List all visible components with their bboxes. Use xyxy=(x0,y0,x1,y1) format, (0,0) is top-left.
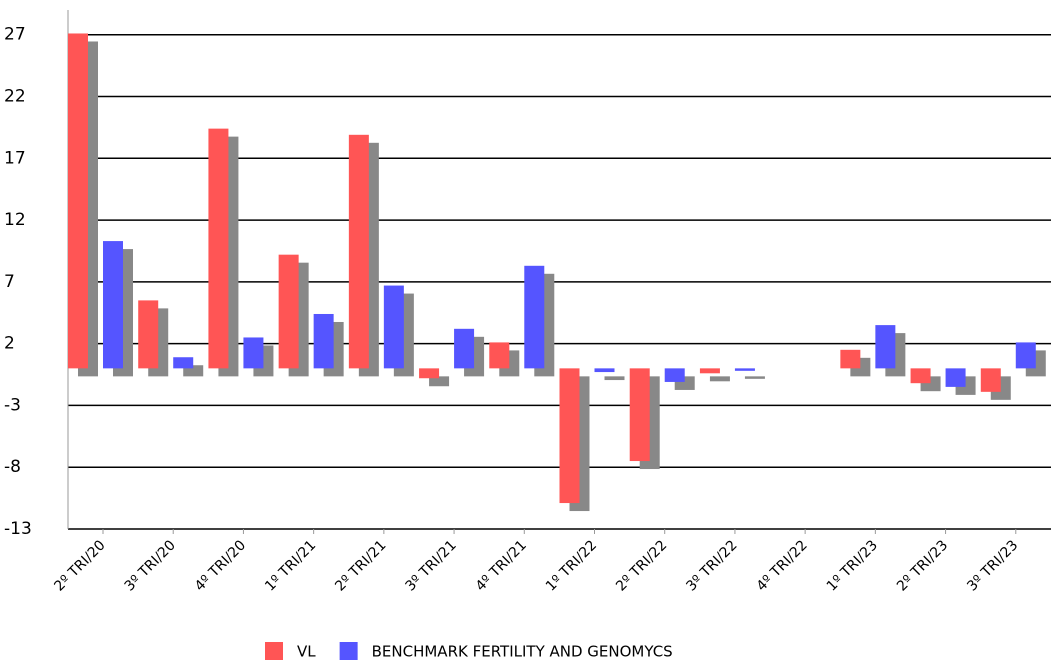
legend-swatch xyxy=(339,642,358,660)
bar-shadow xyxy=(183,365,204,377)
bar xyxy=(559,368,580,504)
bar xyxy=(278,254,299,369)
y-tick-label: 2 xyxy=(4,334,15,354)
x-tick-label: 4º TRI/20 xyxy=(192,537,249,594)
bar xyxy=(664,368,685,382)
x-tick-label: 3º TRI/23 xyxy=(964,537,1021,594)
y-tick-label: 22 xyxy=(4,87,26,107)
bar xyxy=(629,368,650,462)
legend-swatch xyxy=(265,642,283,660)
x-tick-label: 2º TRI/23 xyxy=(894,537,951,594)
bar xyxy=(524,265,545,369)
x-tick-label: 1º TRI/23 xyxy=(824,537,881,594)
y-tick-label: 7 xyxy=(4,272,15,292)
bar-shadow xyxy=(604,376,625,381)
bar xyxy=(594,368,615,373)
bar xyxy=(699,368,720,374)
bar xyxy=(980,368,1001,392)
bar xyxy=(840,349,861,369)
y-tick-label: -8 xyxy=(4,457,21,477)
y-tick-label: 12 xyxy=(4,210,26,230)
bar xyxy=(875,325,896,369)
bar xyxy=(734,368,755,371)
bar xyxy=(419,368,440,379)
x-tick-label: 2º TRI/20 xyxy=(51,537,108,594)
y-tick-label: -3 xyxy=(4,395,21,415)
bar xyxy=(243,337,264,369)
x-tick-label: 3º TRI/20 xyxy=(122,537,179,594)
bar xyxy=(348,134,369,369)
bar xyxy=(1015,342,1036,369)
x-tick-label: 2º TRI/21 xyxy=(332,537,389,594)
bar xyxy=(945,368,966,387)
x-tick-label: 1º TRI/22 xyxy=(543,537,600,594)
legend-label: BENCHMARK FERTILITY AND GENOMYCS xyxy=(372,643,673,661)
x-tick-label: 3º TRI/21 xyxy=(403,537,460,594)
bar xyxy=(103,241,123,369)
bar-shadow xyxy=(744,376,765,379)
y-tick-label: 17 xyxy=(4,148,26,168)
bar xyxy=(208,128,229,369)
x-tick-label: 4º TRI/22 xyxy=(754,537,811,594)
legend-label: VL xyxy=(297,643,316,661)
bar xyxy=(454,328,475,369)
bar xyxy=(910,368,931,384)
x-tick-label: 2º TRI/22 xyxy=(613,537,670,594)
bar xyxy=(68,33,88,369)
bar-shadow xyxy=(429,376,450,387)
bar xyxy=(173,357,194,369)
bar-shadow xyxy=(709,376,730,382)
x-tick-label: 1º TRI/21 xyxy=(262,537,319,594)
bar xyxy=(138,300,159,369)
bar xyxy=(313,313,334,369)
y-tick-label: -13 xyxy=(4,519,32,539)
bar xyxy=(383,285,404,369)
x-tick-label: 4º TRI/21 xyxy=(473,537,530,594)
bar xyxy=(489,342,510,369)
x-tick-label: 3º TRI/22 xyxy=(683,537,740,594)
y-tick-label: 27 xyxy=(4,25,26,45)
